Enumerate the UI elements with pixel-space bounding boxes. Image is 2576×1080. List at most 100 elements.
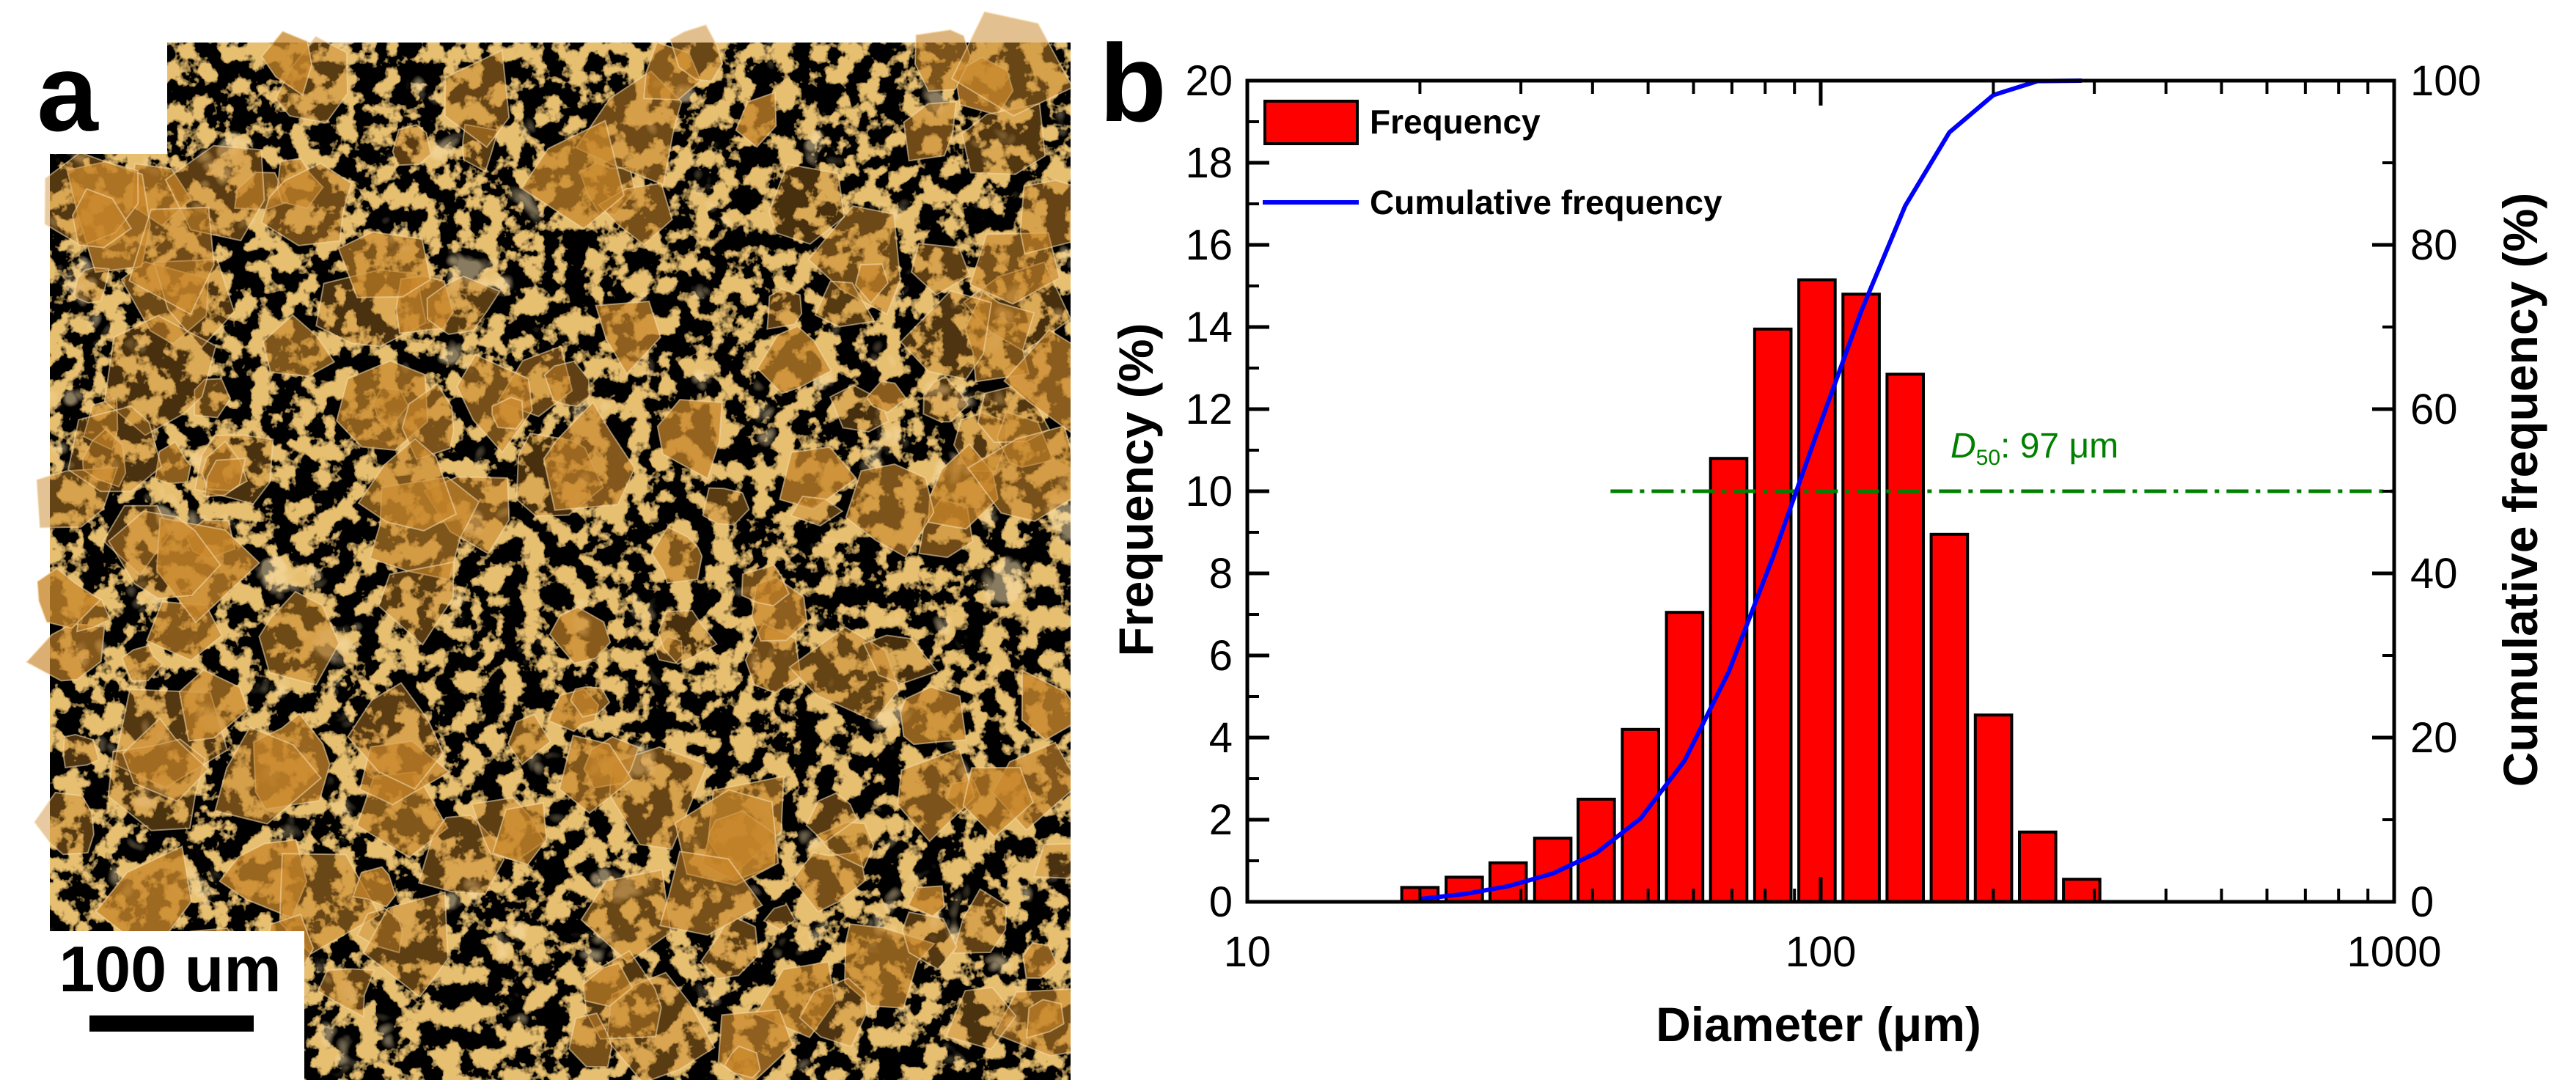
x-tick-label: 10 xyxy=(1224,928,1272,976)
particle xyxy=(67,405,163,493)
y-tick-label: 0 xyxy=(1209,878,1233,926)
particle xyxy=(945,986,1017,1051)
particle xyxy=(763,903,796,931)
particle-size-chart: b 10 100 100002468101214161820020406080100… xyxy=(1099,21,2547,1051)
particle xyxy=(595,300,661,375)
particle-shapes xyxy=(25,10,1071,1080)
particle xyxy=(357,438,458,532)
particle xyxy=(741,564,790,607)
particle xyxy=(952,888,1008,955)
x-axis-title: Diameter (μm) xyxy=(1656,997,1981,1051)
particle xyxy=(901,911,958,971)
particle xyxy=(950,10,1071,117)
particle xyxy=(756,325,832,394)
particle xyxy=(656,398,723,480)
y-tick-label: 20 xyxy=(1185,57,1233,105)
particle xyxy=(392,123,432,166)
particle xyxy=(82,397,119,452)
particle xyxy=(36,567,102,630)
particle xyxy=(347,682,444,790)
particle xyxy=(799,977,868,1048)
y2-tick-label: 100 xyxy=(2410,57,2481,105)
frequency-bar xyxy=(1445,875,1484,904)
frequency-bar xyxy=(1841,293,1881,903)
particle xyxy=(900,290,993,381)
particle xyxy=(73,266,110,304)
particle xyxy=(444,49,510,149)
cumulative-frequency-line xyxy=(1420,78,2082,902)
particle xyxy=(103,315,217,436)
particle xyxy=(790,495,844,527)
particle xyxy=(1021,669,1071,741)
particle xyxy=(178,669,249,742)
y-tick-label: 18 xyxy=(1185,139,1233,187)
frequency-bar xyxy=(1797,278,1837,904)
particle xyxy=(362,891,449,999)
particle xyxy=(899,686,967,746)
particle xyxy=(568,1012,613,1068)
particle xyxy=(907,885,945,917)
particle xyxy=(865,380,908,414)
legend-frequency-label: Frequency xyxy=(1370,103,1541,141)
particle xyxy=(122,717,210,803)
particle xyxy=(107,510,221,600)
particle xyxy=(700,914,760,980)
particle xyxy=(258,590,340,686)
particle xyxy=(491,801,548,866)
particle xyxy=(814,280,876,328)
particle xyxy=(521,120,625,230)
particle xyxy=(766,287,803,330)
x-tick-label: 100 xyxy=(1786,928,1857,976)
particle xyxy=(262,314,336,378)
particle xyxy=(214,726,323,825)
particle xyxy=(154,441,192,485)
y-tick-label: 4 xyxy=(1209,714,1233,762)
particle xyxy=(922,375,969,423)
particle xyxy=(71,188,133,249)
particle xyxy=(204,458,246,498)
particle xyxy=(507,713,551,766)
particle xyxy=(1022,942,1058,980)
particle xyxy=(805,792,858,844)
frequency-bar xyxy=(1885,372,1926,903)
scale-bar-label: 100 um xyxy=(59,933,281,1005)
y-axis-title: Frequency (%) xyxy=(1109,323,1163,657)
panel-a-label: a xyxy=(37,31,99,154)
y-tick-label: 14 xyxy=(1185,304,1233,351)
particle xyxy=(788,626,900,722)
particle xyxy=(779,446,858,510)
particle xyxy=(337,231,431,298)
y2-tick-label: 80 xyxy=(2410,221,2458,269)
frequency-bar xyxy=(1929,532,1970,903)
particle xyxy=(543,360,590,408)
y-tick-label: 2 xyxy=(1209,796,1233,844)
particle xyxy=(845,463,935,559)
particle xyxy=(102,504,172,576)
particle xyxy=(128,206,215,315)
particle xyxy=(843,923,936,1010)
particle xyxy=(1032,842,1071,879)
particle xyxy=(107,738,206,831)
sem-particle-image xyxy=(25,10,1071,1080)
particle xyxy=(910,242,971,296)
particle xyxy=(744,622,801,694)
particle xyxy=(317,968,375,1018)
particle xyxy=(378,561,455,646)
d50-value: : 97 μm xyxy=(2000,427,2118,466)
particle xyxy=(260,30,313,97)
particle xyxy=(962,766,1034,838)
frequency-bar xyxy=(1753,327,1793,903)
chart-legend: Frequency Cumulative frequency xyxy=(1263,100,1722,221)
y2-axis-title: Cumulative frequency (%) xyxy=(2493,193,2547,787)
particle xyxy=(36,466,119,529)
particle xyxy=(650,526,703,584)
particle xyxy=(548,606,612,664)
legend-cumulative-label: Cumulative frequency xyxy=(1370,183,1722,221)
d50-annotation: D50: 97 μm xyxy=(1951,427,2118,470)
particle xyxy=(33,791,95,856)
y-tick-label: 12 xyxy=(1185,386,1233,433)
frequency-bar xyxy=(1533,837,1573,903)
sem-micrograph-panel: a 100 um xyxy=(0,0,1071,1080)
d50-symbol: D xyxy=(1951,427,1976,466)
